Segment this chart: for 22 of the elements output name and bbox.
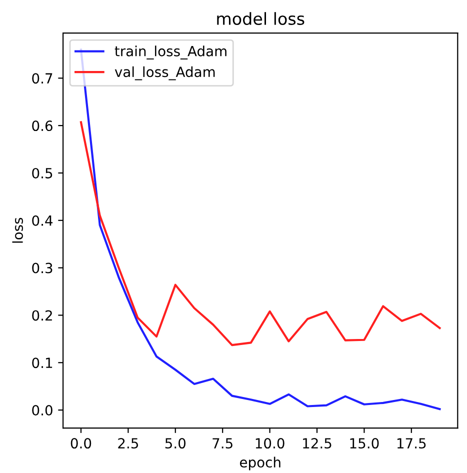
y-axis-title: loss: [12, 218, 23, 243]
y-tick-label: 0.4: [32, 215, 53, 226]
x-tick-label: 17.5: [397, 438, 426, 449]
x-tick-label: 0.0: [70, 438, 92, 449]
line-series: [80, 121, 441, 346]
y-tick-label: 0.0: [32, 405, 52, 416]
y-tick-label: 0.7: [32, 73, 52, 84]
y-tick-label: 0.3: [32, 262, 52, 274]
x-tick-label: 7.5: [212, 438, 232, 449]
legend-label: train_loss_Adam: [114, 46, 226, 60]
x-tick-label: 10.0: [256, 438, 284, 449]
y-tick-label: 0.5: [32, 168, 52, 178]
chart-title: model loss: [217, 12, 304, 26]
x-axis-title: epoch: [240, 456, 280, 470]
x-tick-label: 2.5: [118, 438, 138, 449]
legend-label: val_loss_Adam: [114, 66, 215, 80]
x-tick-label: 12.5: [303, 438, 332, 449]
x-tick-label: 15.0: [350, 438, 379, 449]
y-tick-label: 0.1: [32, 358, 52, 368]
y-tick-label: 0.6: [32, 120, 52, 132]
y-tick-label: 0.2: [32, 310, 52, 321]
x-tick-label: 5.0: [165, 438, 186, 449]
